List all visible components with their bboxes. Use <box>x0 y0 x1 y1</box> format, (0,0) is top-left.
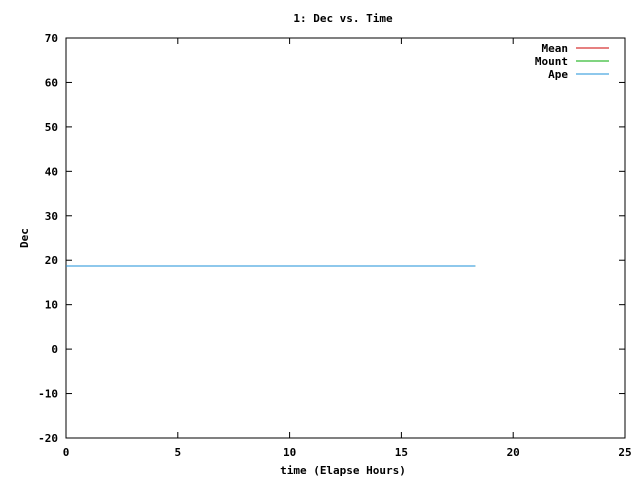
y-tick-label: 60 <box>45 76 58 89</box>
x-tick-label: 0 <box>63 446 70 459</box>
legend-label: Mean <box>542 42 569 55</box>
x-axis: 0 5 10 15 20 25 <box>63 38 632 459</box>
plot-frame <box>65 37 626 439</box>
chart-title: 1: Dec vs. Time <box>293 12 393 25</box>
y-tick-label: 30 <box>45 210 58 223</box>
y-tick-label: -20 <box>38 432 58 445</box>
y-tick-label: 0 <box>51 343 58 356</box>
x-axis-label: time (Elapse Hours) <box>280 464 406 477</box>
x-tick-label: 25 <box>618 446 631 459</box>
y-tick-label: 20 <box>45 254 58 267</box>
x-tick-label: 10 <box>283 446 296 459</box>
y-tick-label: 10 <box>45 299 58 312</box>
y-tick-label: -10 <box>38 388 58 401</box>
y-tick-label: 40 <box>45 165 58 178</box>
x-tick-label: 5 <box>174 446 181 459</box>
y-tick-label: 70 <box>45 32 58 45</box>
y-axis-label: Dec <box>18 228 31 248</box>
y-axis: -20 -10 0 10 20 30 40 50 60 70 <box>38 32 625 445</box>
legend-label: Ape <box>548 68 568 81</box>
x-tick-label: 15 <box>395 446 408 459</box>
x-tick-label: 20 <box>507 446 520 459</box>
y-tick-label: 50 <box>45 121 58 134</box>
legend-label: Mount <box>535 55 568 68</box>
